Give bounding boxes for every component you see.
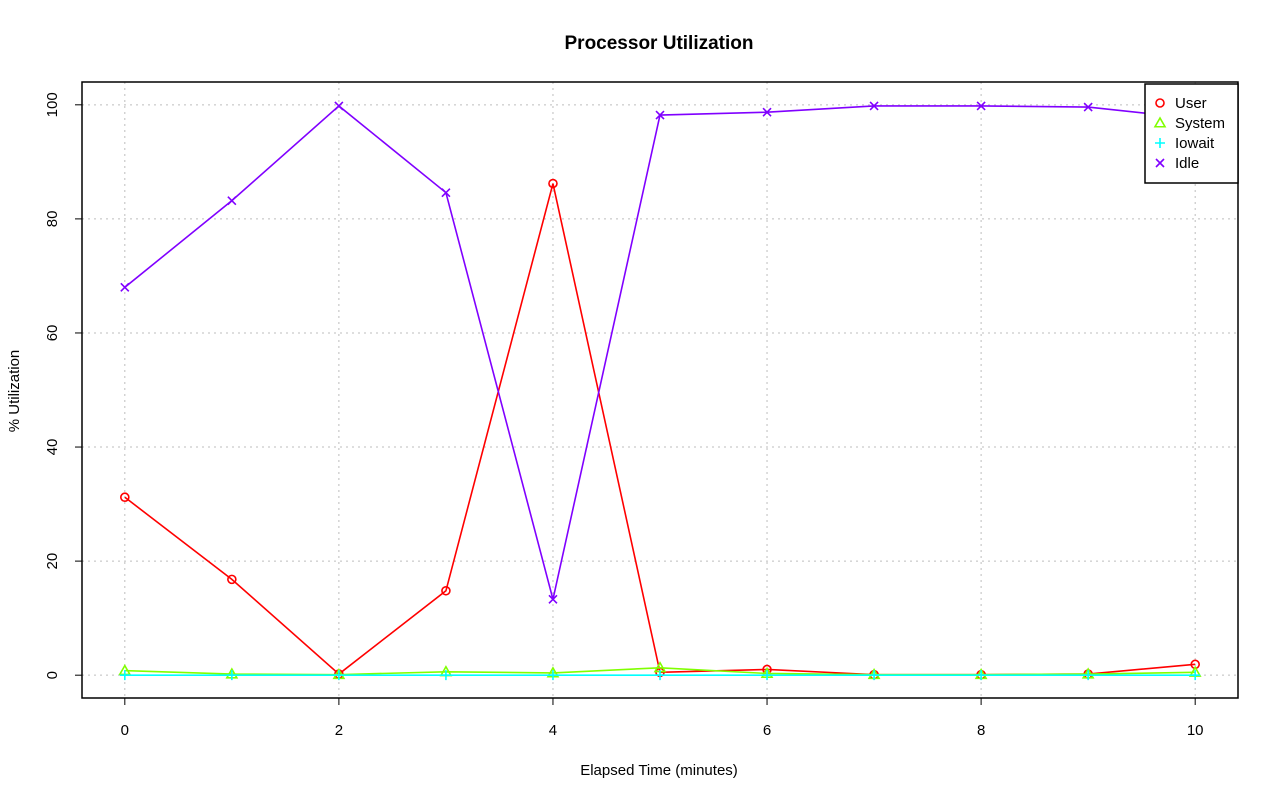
data-point-iowait [976,670,987,681]
plot-frame [81,81,1239,699]
y-tick-label: 40 [44,439,61,456]
series-line-idle [124,104,1196,600]
x-tick-label: 2 [335,722,343,739]
series-user [120,178,1200,680]
legend-box [1144,83,1239,184]
data-point-iowait [762,670,773,681]
grid [82,82,1238,698]
data-point-iowait [1190,670,1201,681]
data-point-user [548,178,558,189]
y-axis-label: % Utilization [6,350,23,433]
data-point-idle [334,101,344,111]
x-tick-label: 6 [763,722,771,739]
y-tick-label: 80 [44,211,61,228]
legend-marker-iowait [1155,138,1165,148]
x-tick-label: 10 [1187,722,1204,739]
data-point-idle [1083,102,1093,112]
series-iowait [119,670,1201,681]
legend-marker-user [1155,98,1165,108]
data-point-user [120,492,130,503]
x-tick-label: 4 [549,722,557,739]
data-point-idle [441,188,451,198]
data-point-user [227,574,237,585]
series [118,101,1202,681]
data-point-iowait [440,670,451,681]
x-tick-label: 8 [977,722,985,739]
legend: User System Iowait Idle [1144,83,1239,184]
legend-label-iowait: Iowait [1175,135,1215,152]
data-point-idle [655,110,665,120]
legend-marker-idle [1155,158,1165,168]
y-tick-label: 0 [44,671,61,679]
legend-label-system: System [1175,115,1225,132]
data-point-idle [869,101,879,111]
data-point-idle [762,107,772,117]
data-point-user [441,585,451,596]
data-point-idle [976,101,986,111]
y-tick-label: 100 [44,92,61,117]
data-point-idle [227,196,237,206]
data-point-iowait [1083,670,1094,681]
legend-label-idle: Idle [1175,155,1199,172]
data-point-iowait [333,670,344,681]
data-point-iowait [226,670,237,681]
series-idle [120,101,1200,604]
legend-label-user: User [1175,95,1207,112]
legend-marker-system [1153,116,1167,128]
data-point-iowait [119,670,130,681]
x-axis-label: Elapsed Time (minutes) [580,762,738,779]
data-point-iowait [547,670,558,681]
y-tick-label: 20 [44,553,61,570]
data-point-idle [120,282,130,292]
data-point-iowait [655,670,665,681]
data-point-iowait [869,670,880,681]
y-tick-label: 60 [44,325,61,342]
x-tick-label: 0 [121,722,129,739]
chart-title: Processor Utilization [565,33,754,54]
series-line-user [124,183,1196,676]
data-point-idle [548,594,558,604]
